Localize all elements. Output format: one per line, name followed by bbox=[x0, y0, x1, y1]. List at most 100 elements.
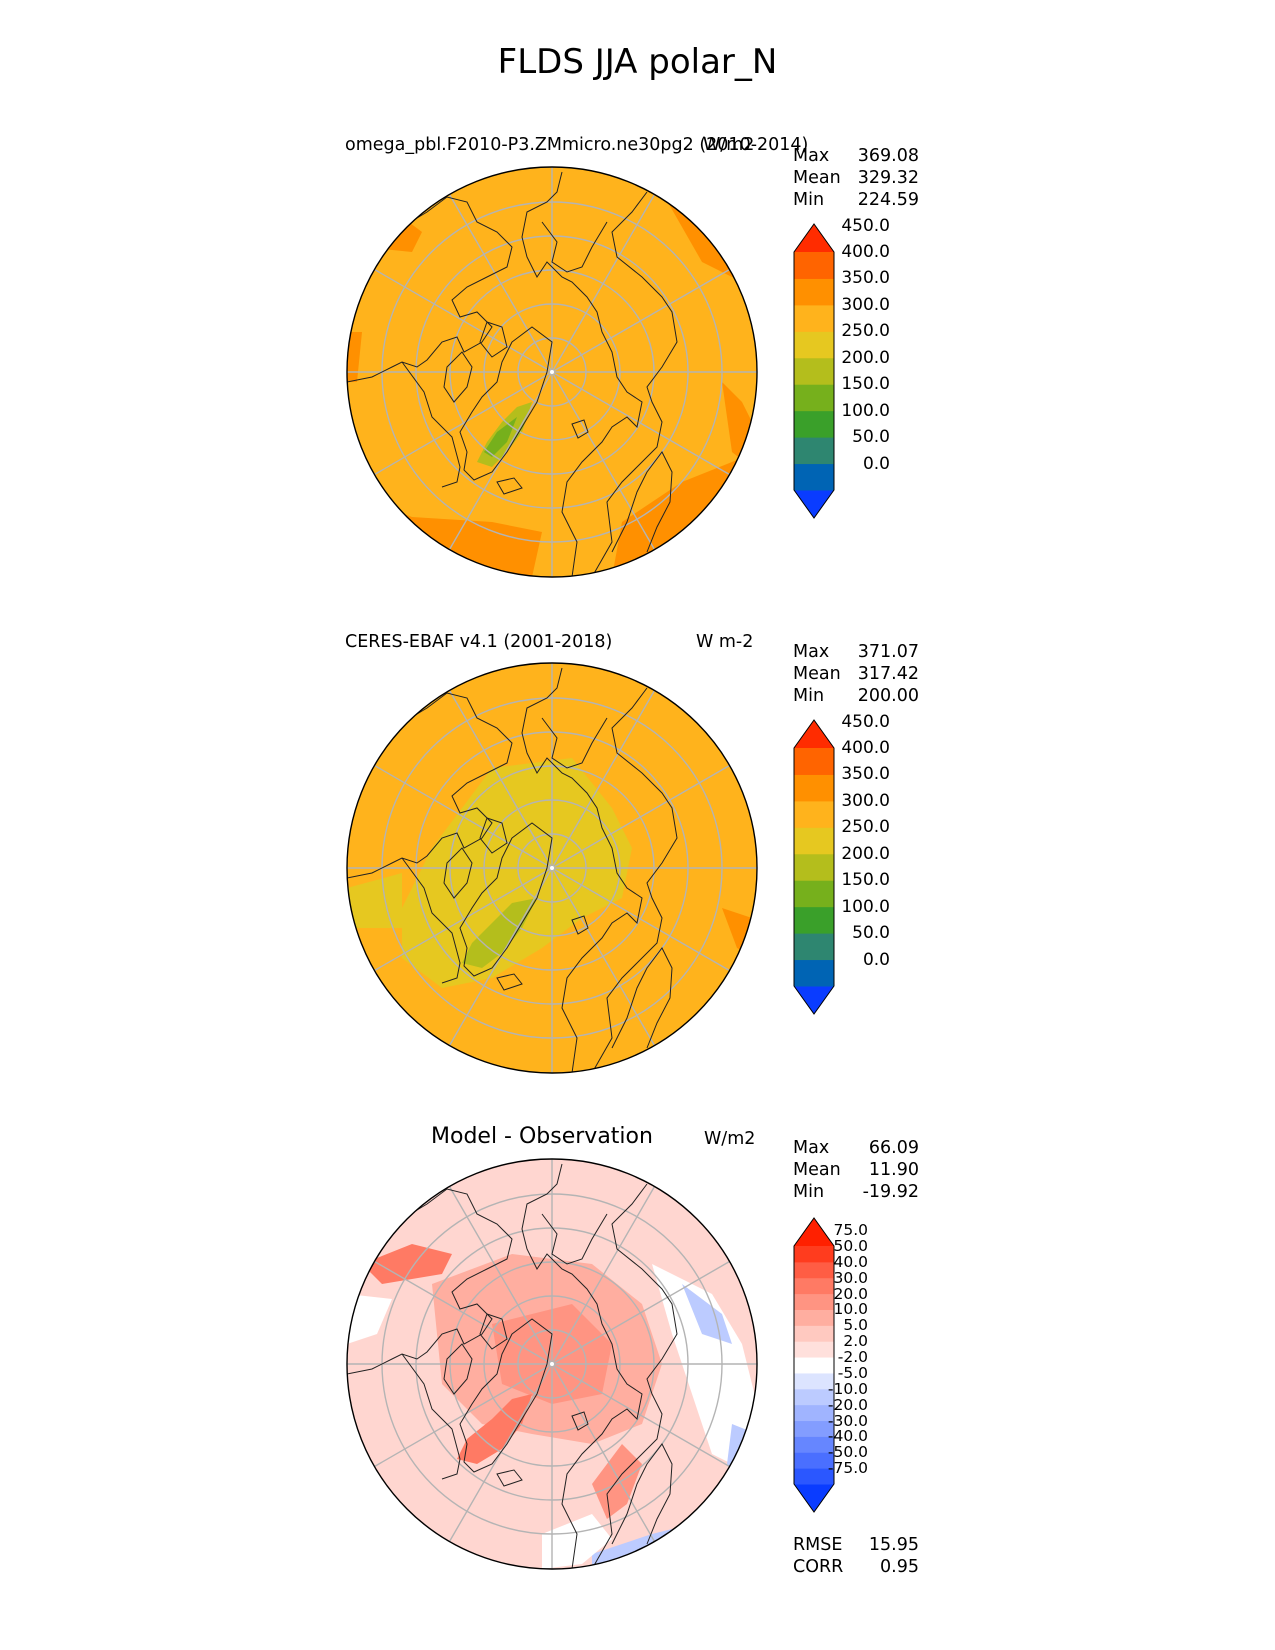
meridian-line bbox=[551, 1260, 730, 1365]
colorbar-segment bbox=[794, 304, 834, 332]
coastline bbox=[611, 947, 673, 1049]
coastline bbox=[479, 817, 508, 854]
colorbar-segment bbox=[794, 1404, 834, 1422]
coastline bbox=[347, 692, 513, 879]
coastline bbox=[571, 1411, 589, 1431]
colorbar-tick-label: 150.0 bbox=[841, 374, 890, 395]
coastline bbox=[443, 1343, 473, 1395]
field-negative bbox=[727, 1424, 757, 1484]
colorbar-segment bbox=[794, 774, 834, 802]
metric-value: 15.95 bbox=[868, 1535, 919, 1555]
stat-value: -19.92 bbox=[862, 1182, 919, 1202]
colorbar-tick-label: -40.0 bbox=[827, 1427, 868, 1446]
stat-value: 200.00 bbox=[857, 686, 919, 706]
colorbar-segment bbox=[794, 1261, 834, 1279]
colorbar-extend-top bbox=[794, 1218, 834, 1246]
colorbar-segment bbox=[794, 1293, 834, 1310]
colorbar-segment bbox=[794, 906, 834, 934]
colorbar-tick-label: 450.0 bbox=[841, 215, 890, 236]
colorbar-segment bbox=[794, 331, 834, 359]
coastline bbox=[459, 1318, 553, 1473]
colorbar-segment bbox=[794, 933, 834, 961]
colorbar-tick-label: 30.0 bbox=[833, 1268, 868, 1287]
map-coastlines bbox=[347, 1163, 678, 1569]
coastline bbox=[521, 1163, 643, 1569]
coastline bbox=[591, 687, 678, 1073]
colorbar-tick-label: -10.0 bbox=[827, 1379, 868, 1398]
colorbar-tick-label: 400.0 bbox=[841, 738, 890, 758]
pole-marker bbox=[550, 866, 554, 870]
colorbar-tick-label: 20.0 bbox=[833, 1284, 868, 1303]
panel3-colorbar bbox=[793, 1217, 835, 1513]
colorbar-segment bbox=[794, 800, 834, 828]
coastline bbox=[541, 717, 608, 769]
colorbar-tick-label: 350.0 bbox=[841, 764, 890, 785]
colorbar-tick-label: -30.0 bbox=[827, 1411, 868, 1430]
colorbar-segment bbox=[794, 1357, 834, 1374]
colorbar-segment bbox=[794, 1309, 834, 1326]
panel3-metrics: RMSE 15.95 CORR 0.95 bbox=[793, 1534, 919, 1578]
colorbar-segment bbox=[794, 853, 834, 881]
stat-value: 66.09 bbox=[868, 1138, 919, 1158]
field-greenland-lowest bbox=[484, 417, 517, 457]
colorbar-segment bbox=[794, 1246, 834, 1263]
colorbar-segment bbox=[794, 1325, 834, 1342]
stat-key: Min bbox=[793, 686, 825, 706]
colorbar-outline bbox=[793, 223, 835, 519]
meridian-line bbox=[551, 194, 656, 373]
panel2-label-left: CERES-EBAF v4.1 (2001-2018) bbox=[345, 632, 613, 652]
stat-value: 329.32 bbox=[857, 168, 919, 188]
colorbar-outline bbox=[793, 719, 835, 1015]
coastline bbox=[541, 221, 608, 273]
stat-key: Mean bbox=[793, 1160, 841, 1180]
panel3-polar-map bbox=[346, 1158, 758, 1570]
map-coastlines bbox=[347, 171, 678, 577]
coastline bbox=[401, 857, 461, 984]
coastline bbox=[401, 1353, 461, 1480]
coastline bbox=[459, 326, 553, 481]
colorbar-tick-label: 300.0 bbox=[841, 294, 890, 315]
coastline bbox=[443, 351, 473, 403]
field-warm-margin bbox=[347, 332, 362, 382]
meridian-line bbox=[374, 1260, 553, 1365]
colorbar-segment bbox=[794, 278, 834, 306]
colorbar-tick-label: -2.0 bbox=[837, 1348, 868, 1367]
field-greenland-low bbox=[462, 898, 537, 968]
map-boundary bbox=[346, 662, 758, 1074]
panel3-label-center: Model - Observation bbox=[431, 1124, 653, 1149]
figure-title: FLDS JJA polar_N bbox=[497, 42, 778, 82]
coastline bbox=[521, 667, 643, 1073]
colorbar-segment bbox=[794, 1277, 834, 1295]
stat-value: 317.42 bbox=[857, 664, 919, 684]
colorbar-tick-label: 200.0 bbox=[841, 843, 890, 864]
coastline bbox=[571, 915, 589, 935]
colorbar-tick-label: 350.0 bbox=[841, 268, 890, 289]
coastline bbox=[496, 1469, 523, 1487]
colorbar-segment bbox=[794, 437, 834, 465]
pole-marker bbox=[550, 1362, 554, 1366]
colorbar-tick-label: 450.0 bbox=[841, 711, 890, 732]
meridian-line bbox=[448, 690, 553, 869]
panel2-polar-map bbox=[346, 662, 758, 1074]
map-boundary bbox=[346, 166, 758, 578]
coastline bbox=[496, 973, 523, 991]
metric-key: RMSE bbox=[793, 1535, 843, 1555]
colorbar-tick-label: 400.0 bbox=[841, 242, 890, 262]
colorbar-tick-label: 100.0 bbox=[841, 896, 890, 917]
panel1-stats: Max 369.08 Mean 329.32 Min 224.59 bbox=[793, 145, 919, 211]
colorbar-tick-label: 100.0 bbox=[841, 400, 890, 421]
coastline bbox=[443, 847, 473, 899]
meridian-line bbox=[551, 1186, 656, 1365]
colorbar-segment bbox=[794, 252, 834, 279]
colorbar-segment bbox=[794, 1468, 834, 1485]
coastline bbox=[479, 321, 508, 358]
colorbar-tick-label: 75.0 bbox=[833, 1221, 868, 1240]
stat-key: Max bbox=[793, 1138, 830, 1158]
colorbar-segment bbox=[794, 410, 834, 438]
meridian-line bbox=[448, 1186, 553, 1365]
colorbar-tick-label: 5.0 bbox=[843, 1316, 868, 1335]
meridian-line bbox=[551, 268, 730, 373]
coastline bbox=[347, 1188, 513, 1375]
field-negative bbox=[682, 1284, 732, 1344]
colorbar-outline bbox=[793, 1217, 835, 1513]
